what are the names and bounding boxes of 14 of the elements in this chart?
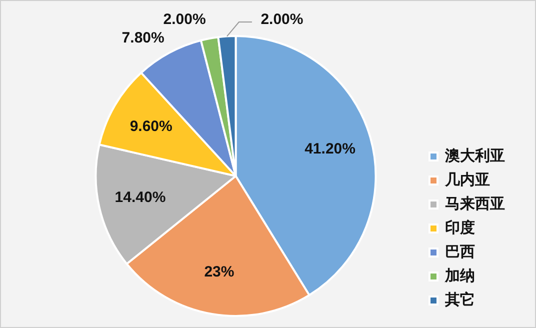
data-label: 9.60%	[130, 118, 172, 135]
legend-label: 几内亚	[444, 170, 490, 188]
data-label: 14.40%	[114, 189, 166, 206]
data-label: 2.00%	[260, 11, 304, 28]
legend-label: 澳大利亚	[444, 146, 505, 164]
legend-label: 马来西亚	[445, 194, 505, 212]
data-label: 2.00%	[163, 11, 206, 28]
legend-label: 印度	[445, 218, 475, 236]
data-label: 7.80%	[122, 29, 164, 46]
legend-label: 加纳	[444, 266, 475, 284]
data-label: 23%	[204, 264, 234, 281]
legend-label: 巴西	[445, 242, 475, 260]
legend-label: 其它	[444, 290, 475, 308]
data-label: 41.20%	[304, 140, 356, 158]
